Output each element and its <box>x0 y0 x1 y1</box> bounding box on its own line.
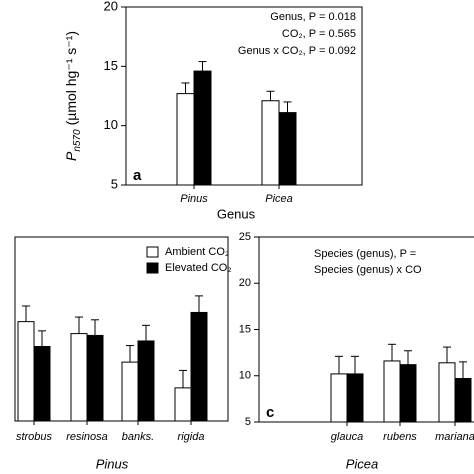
x-axis-label: Genus <box>217 206 256 221</box>
x-tick-label: Pinus <box>180 193 208 205</box>
bar <box>190 311 208 422</box>
panel-label: c <box>266 404 274 421</box>
x-axis-label: Picea <box>346 456 379 471</box>
annotation: Species (genus), P = <box>314 248 416 260</box>
x-tick-label: rigida <box>178 431 205 443</box>
x-tick-label: Picea <box>265 193 293 205</box>
bar <box>193 70 212 186</box>
annotation: Genus, P = 0.018 <box>270 11 356 23</box>
x-tick-label: mariana <box>435 431 474 443</box>
y-tick-label: 5 <box>111 176 118 191</box>
bar <box>33 345 51 422</box>
y-label-main: P <box>63 151 79 161</box>
bar <box>438 362 456 423</box>
bar <box>278 112 297 186</box>
x-tick-label: glauca <box>331 431 363 443</box>
legend-label: Ambient CO₂ <box>165 246 229 258</box>
y-tick-label: 25 <box>239 231 251 243</box>
y-tick-label: 10 <box>239 370 251 382</box>
bar <box>137 340 155 422</box>
plot-frame <box>125 6 363 186</box>
y-label-unit: (µmol hg⁻¹ s⁻¹) <box>63 31 79 125</box>
x-tick-label: strobus <box>16 431 53 443</box>
x-tick-label: resinosa <box>66 431 108 443</box>
x-axis-label: Pinus <box>96 456 129 471</box>
legend-swatch <box>146 262 159 274</box>
bar <box>454 378 472 423</box>
bar <box>346 373 364 423</box>
panel-label: a <box>133 167 142 184</box>
bar <box>383 360 401 423</box>
y-tick-label: 10 <box>104 117 118 132</box>
bar <box>121 361 139 422</box>
bar <box>174 387 192 422</box>
y-label-sub: n570 <box>72 129 83 152</box>
legend-label: Elevated CO₂ <box>165 262 232 274</box>
annotation: Genus x CO₂, P = 0.092 <box>238 45 356 57</box>
y-tick-label: 15 <box>104 58 118 73</box>
bar <box>330 373 348 423</box>
y-tick-label: 5 <box>245 416 251 428</box>
annotation: CO₂, P = 0.565 <box>282 28 356 40</box>
bar <box>399 364 417 423</box>
y-tick-label: 20 <box>239 277 251 289</box>
y-axis-label: Pn570 (µmol hg⁻¹ s⁻¹) <box>63 31 83 161</box>
bar <box>17 321 35 422</box>
annotation: Species (genus) x CO <box>314 264 422 276</box>
legend-swatch <box>146 246 159 258</box>
x-tick-label: banks. <box>122 431 154 443</box>
bar <box>261 100 280 186</box>
bar <box>86 334 104 422</box>
x-tick-label: rubens <box>383 431 417 443</box>
y-tick-label: 15 <box>239 323 251 335</box>
y-tick-label: 20 <box>104 0 118 13</box>
bar <box>70 333 88 422</box>
bar <box>176 93 195 186</box>
